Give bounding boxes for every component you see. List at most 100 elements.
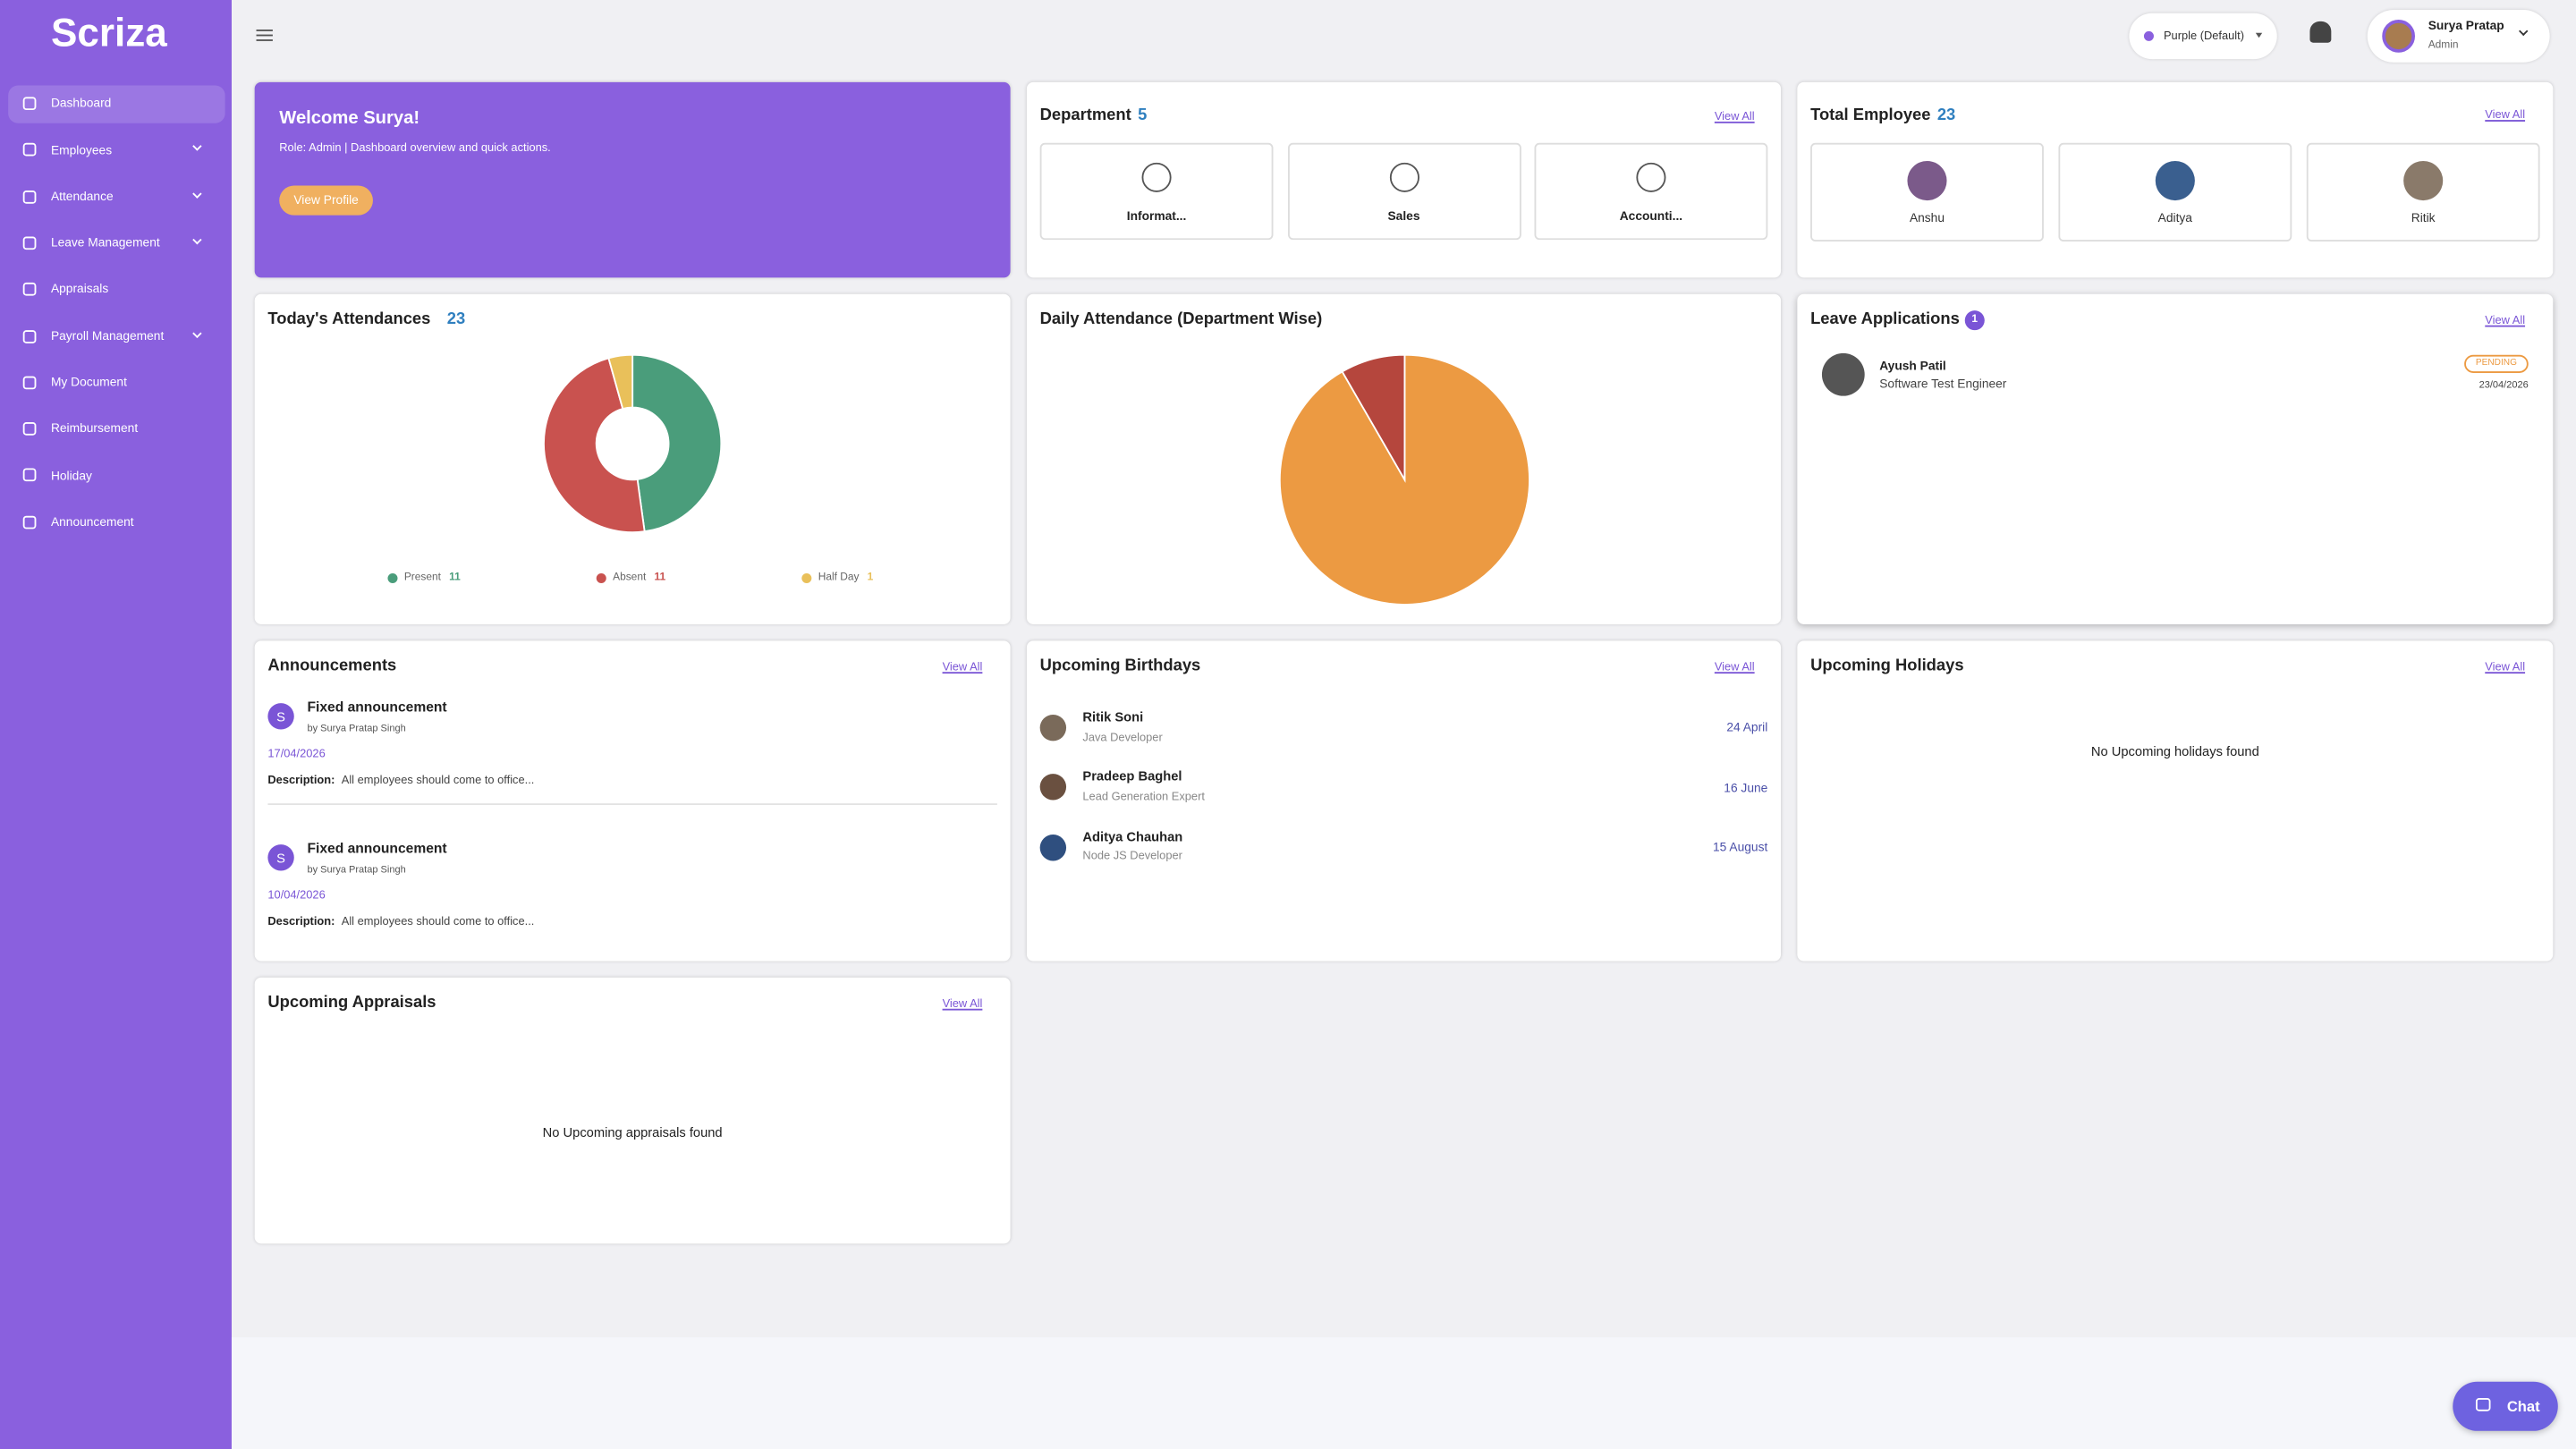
birthday-date: 16 June	[1724, 779, 1768, 795]
divider	[267, 803, 997, 806]
card-title: Today's Attendances	[267, 310, 431, 329]
card-title: Upcoming Holidays	[1810, 657, 1964, 675]
employee-avatar	[2403, 161, 2444, 201]
leave-count: 1	[1971, 314, 1979, 326]
menu-bar[interactable]	[256, 30, 273, 32]
nav-item[interactable]: Attendance	[50, 188, 114, 204]
department-count: 5	[1138, 106, 1148, 125]
nav-icon[interactable]	[22, 515, 37, 529]
nav-item[interactable]: Employees	[50, 141, 113, 157]
appraisals-card	[254, 977, 1011, 1244]
nav-item[interactable]: Dashboard	[50, 95, 112, 111]
nav-icon[interactable]	[22, 329, 37, 343]
view-all-link[interactable]: View All	[2485, 109, 2526, 122]
birthday-role: Node JS Developer	[1082, 851, 1182, 863]
nav-item[interactable]: Payroll Management	[50, 327, 165, 343]
announcement-description: Description: All employees should come to…	[267, 775, 534, 786]
chat-label[interactable]: Chat	[2506, 1398, 2540, 1415]
employee-count: 23	[1936, 106, 1956, 125]
legend-item: Present 11	[404, 571, 461, 584]
department-icon	[1388, 162, 1419, 192]
pie-slice	[1341, 353, 1406, 483]
nav-item[interactable]: My Document	[50, 374, 127, 390]
employee-avatar	[2155, 161, 2195, 201]
menu-bar[interactable]	[256, 39, 273, 42]
view-all-link[interactable]: View All	[1714, 661, 1755, 674]
legend-value: 11	[449, 571, 461, 583]
birthday-date: 15 August	[1713, 839, 1768, 854]
announcement-avatar	[267, 844, 294, 871]
birthday-role: Java Developer	[1082, 732, 1163, 744]
description-label: Description:	[267, 775, 335, 786]
legend-dot	[801, 573, 812, 584]
view-all-link[interactable]: View All	[942, 661, 983, 674]
nav-icon[interactable]	[22, 97, 37, 111]
leave-name: Ayush Patil	[1879, 358, 1946, 374]
view-all-link[interactable]: View All	[942, 997, 983, 1010]
nav-icon[interactable]	[22, 236, 37, 250]
announcement-date: 10/04/2026	[267, 889, 326, 902]
view-profile-button[interactable]	[279, 185, 373, 216]
bell-icon[interactable]	[2309, 21, 2332, 43]
sidebar	[0, 0, 232, 1449]
view-all-link[interactable]: View All	[2485, 661, 2526, 674]
nav-icon[interactable]	[22, 376, 37, 389]
nav-icon[interactable]	[22, 283, 37, 296]
employee-name: Anshu	[1909, 210, 1945, 226]
view-all-link[interactable]: View All	[1714, 110, 1755, 123]
user-avatar	[2382, 20, 2416, 53]
chat-button[interactable]	[2453, 1381, 2558, 1431]
department-icon	[1636, 162, 1666, 192]
welcome-text: Role: Admin | Dashboard overview and qui…	[279, 141, 551, 154]
nav-item[interactable]: Announcement	[50, 513, 134, 530]
legend-label: Absent	[613, 571, 647, 583]
announcement-title: Fixed announcement	[307, 839, 447, 856]
legend-label: Half Day	[818, 571, 860, 583]
birthday-avatar	[1039, 774, 1067, 801]
donut-slice	[631, 353, 723, 533]
announcement-initial: S	[276, 708, 285, 724]
birthday-name: Ritik Soni	[1082, 709, 1144, 725]
theme-caret	[2255, 32, 2263, 38]
announcement-avatar	[267, 703, 294, 730]
birthday-name: Aditya Chauhan	[1082, 828, 1183, 844]
birthday-avatar	[1039, 714, 1067, 741]
nav-icon[interactable]	[22, 422, 37, 436]
legend-value: 11	[654, 571, 666, 583]
department-icon	[1141, 162, 1172, 192]
status-pill	[2464, 354, 2529, 373]
user-role: Admin	[2428, 38, 2459, 51]
announcement-initial: S	[276, 850, 285, 866]
leave-date: 23/04/2026	[2479, 381, 2529, 392]
nav-icon[interactable]	[22, 469, 37, 482]
announcement-description: Description: All employees should come to…	[267, 916, 534, 928]
nav-item[interactable]: Holiday	[50, 467, 92, 483]
card-title: Department	[1039, 106, 1131, 125]
legend-dot	[387, 573, 398, 584]
welcome-card	[254, 81, 1011, 278]
donut-slice	[607, 353, 634, 411]
department-heading: Department 5	[1039, 106, 1148, 125]
card-title: Total Employee	[1810, 106, 1931, 125]
employee-tile[interactable]	[2058, 142, 2292, 242]
nav-icon[interactable]	[22, 143, 37, 157]
menu-bar[interactable]	[256, 34, 273, 37]
theme-label[interactable]: Purple (Default)	[2163, 30, 2245, 42]
view-profile-label[interactable]: View Profile	[293, 192, 359, 208]
attendance-card	[254, 293, 1011, 624]
announcement-author: by Surya Pratap Singh	[307, 724, 406, 735]
legend-item: Absent 11	[613, 571, 666, 584]
nav-icon[interactable]	[22, 190, 37, 204]
empty-message: No Upcoming appraisals found	[542, 1125, 723, 1140]
department-name: Sales	[1387, 208, 1420, 225]
view-all-link[interactable]: View All	[2485, 314, 2526, 326]
theme-selector[interactable]	[2129, 13, 2277, 60]
leave-badge	[1964, 310, 1985, 331]
nav-item[interactable]: Reimbursement	[50, 420, 139, 436]
birthday-name: Pradeep Baghel	[1082, 769, 1182, 784]
nav-item[interactable]: Leave Management	[50, 234, 160, 250]
nav-item[interactable]: Appraisals	[50, 281, 109, 297]
birthday-role: Lead Generation Expert	[1082, 791, 1205, 803]
